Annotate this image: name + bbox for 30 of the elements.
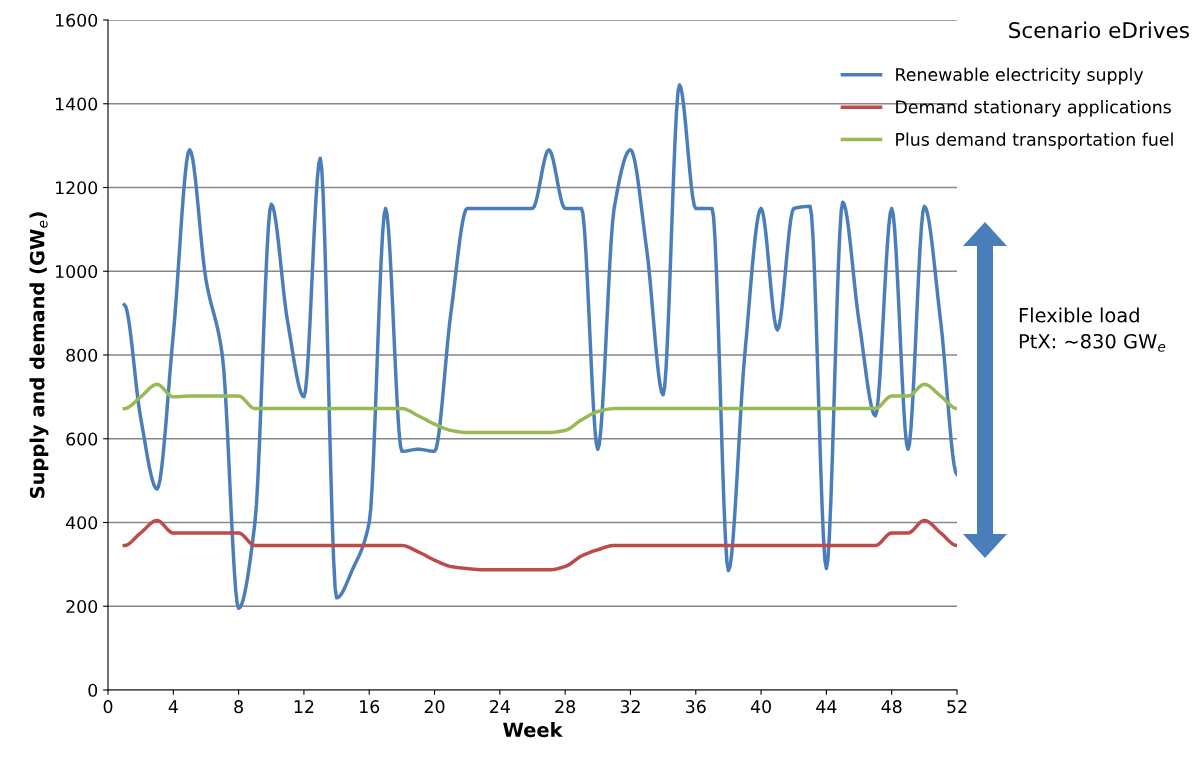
text: Scenario eDrives: [1009, 21, 1189, 39]
x-tick-label: 24: [490, 700, 510, 713]
x-tick-label: 0: [103, 700, 113, 714]
x-tick-label: 52: [947, 700, 967, 714]
x-tick-label: 36: [686, 700, 706, 714]
text: Flexible load PtX: ~830 GW$_{e}$: [1019, 307, 1166, 352]
y-tick-label: 0: [88, 683, 98, 697]
y-axis-title: Supply and demand (GW$_{e}$): [29, 212, 49, 498]
x-axis-title: Week: [503, 722, 563, 738]
y-tick-label: 800: [66, 348, 98, 362]
legend-label: Demand stationary applications: [896, 100, 1171, 117]
x-tick-label: 28: [555, 700, 576, 714]
y-tick-label: 1400: [56, 97, 98, 111]
x-tick-label: 32: [620, 700, 640, 714]
legend-label: Renewable electricity supply: [896, 67, 1144, 85]
x-tick-label: 40: [750, 700, 771, 714]
y-tick-label: 200: [66, 599, 98, 614]
x-tick-label: 12: [294, 700, 314, 713]
y-tick-label: 600: [66, 432, 98, 446]
y-tick-label: 1600: [56, 13, 98, 27]
y-tick-label: 1000: [56, 264, 98, 279]
y-tick-label: 400: [65, 516, 98, 530]
x-tick-label: 44: [816, 700, 837, 713]
x-tick-label: 4: [168, 700, 178, 713]
x-tick-label: 48: [881, 700, 902, 714]
y-tick-label: 1200: [56, 181, 98, 195]
legend-label: Plus demand transportation fuel: [896, 132, 1173, 150]
x-tick-label: 16: [360, 700, 380, 714]
x-tick-label: 8: [234, 700, 243, 714]
x-tick-label: 20: [424, 700, 445, 714]
